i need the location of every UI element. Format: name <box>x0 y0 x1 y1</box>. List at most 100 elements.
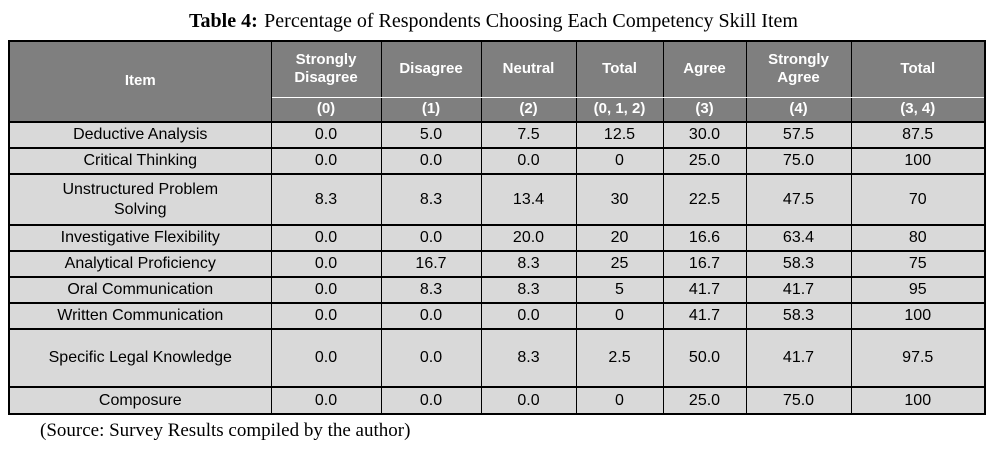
value-cell: 0 <box>575 147 664 175</box>
col-header-disagree: Disagree <box>380 40 482 98</box>
value-cell: 0 <box>575 302 664 330</box>
value-cell: 100 <box>850 386 986 415</box>
competency-table: Item Strongly Disagree Disagree Neutral … <box>8 40 986 415</box>
item-cell: Oral Communication <box>8 276 272 304</box>
item-cell: Specific Legal Knowledge <box>8 328 272 388</box>
value-cell: 0.0 <box>380 147 482 175</box>
value-cell: 70 <box>850 173 986 226</box>
value-cell: 63.4 <box>745 224 852 252</box>
value-cell: 41.7 <box>745 328 852 388</box>
value-cell: 2.5 <box>575 328 664 388</box>
table-caption-text: Percentage of Respondents Choosing Each … <box>264 10 798 32</box>
col-subheader-disagree: (1) <box>380 96 482 123</box>
value-cell: 87.5 <box>850 121 986 149</box>
value-cell: 0.0 <box>380 386 482 415</box>
table-row: Written Communication 0.0 0.0 0.0 0 41.7… <box>8 302 986 330</box>
value-cell: 0.0 <box>270 302 382 330</box>
col-subheader-total-high: (3, 4) <box>850 96 986 123</box>
value-cell: 0.0 <box>380 224 482 252</box>
value-cell: 41.7 <box>662 276 747 304</box>
item-cell: Investigative Flexibility <box>8 224 272 252</box>
value-cell: 5.0 <box>380 121 482 149</box>
value-cell: 75 <box>850 250 986 278</box>
value-cell: 20.0 <box>480 224 577 252</box>
value-cell: 5 <box>575 276 664 304</box>
value-cell: 0.0 <box>270 224 382 252</box>
value-cell: 57.5 <box>745 121 852 149</box>
value-cell: 22.5 <box>662 173 747 226</box>
value-cell: 75.0 <box>745 147 852 175</box>
value-cell: 16.7 <box>662 250 747 278</box>
value-cell: 97.5 <box>850 328 986 388</box>
value-cell: 0.0 <box>270 386 382 415</box>
col-header-strongly-agree: Strongly Agree <box>745 40 852 98</box>
value-cell: 0.0 <box>270 147 382 175</box>
col-subheader-agree: (3) <box>662 96 747 123</box>
value-cell: 58.3 <box>745 302 852 330</box>
value-cell: 58.3 <box>745 250 852 278</box>
col-header-neutral: Neutral <box>480 40 577 98</box>
table-body: Deductive Analysis 0.0 5.0 7.5 12.5 30.0… <box>8 121 986 415</box>
item-cell: Analytical Proficiency <box>8 250 272 278</box>
value-cell: 30 <box>575 173 664 226</box>
value-cell: 0.0 <box>380 302 482 330</box>
col-subheader-total-low: (0, 1, 2) <box>575 96 664 123</box>
value-cell: 0.0 <box>270 250 382 278</box>
value-cell: 80 <box>850 224 986 252</box>
col-subheader-strongly-agree: (4) <box>745 96 852 123</box>
source-note: (Source: Survey Results compiled by the … <box>40 420 411 441</box>
col-header-agree: Agree <box>662 40 747 98</box>
item-cell: Unstructured Problem Solving <box>8 173 272 226</box>
value-cell: 100 <box>850 147 986 175</box>
table-row: Investigative Flexibility 0.0 0.0 20.0 2… <box>8 224 986 252</box>
value-cell: 7.5 <box>480 121 577 149</box>
value-cell: 16.6 <box>662 224 747 252</box>
table-row: Analytical Proficiency 0.0 16.7 8.3 25 1… <box>8 250 986 278</box>
col-subheader-strongly-disagree: (0) <box>270 96 382 123</box>
value-cell: 47.5 <box>745 173 852 226</box>
value-cell: 0.0 <box>270 276 382 304</box>
value-cell: 0.0 <box>380 328 482 388</box>
value-cell: 12.5 <box>575 121 664 149</box>
item-cell: Critical Thinking <box>8 147 272 175</box>
value-cell: 41.7 <box>745 276 852 304</box>
value-cell: 50.0 <box>662 328 747 388</box>
value-cell: 0.0 <box>480 302 577 330</box>
table-row: Critical Thinking 0.0 0.0 0.0 0 25.0 75.… <box>8 147 986 175</box>
value-cell: 30.0 <box>662 121 747 149</box>
value-cell: 0.0 <box>480 147 577 175</box>
table-row: Deductive Analysis 0.0 5.0 7.5 12.5 30.0… <box>8 121 986 149</box>
value-cell: 8.3 <box>380 173 482 226</box>
value-cell: 0.0 <box>480 386 577 415</box>
col-header-total-high: Total <box>850 40 986 98</box>
col-header-strongly-disagree: Strongly Disagree <box>270 40 382 98</box>
value-cell: 20 <box>575 224 664 252</box>
value-cell: 8.3 <box>270 173 382 226</box>
value-cell: 8.3 <box>480 328 577 388</box>
col-header-total-low: Total <box>575 40 664 98</box>
table-row: Unstructured Problem Solving 8.3 8.3 13.… <box>8 173 986 226</box>
item-cell: Deductive Analysis <box>8 121 272 149</box>
value-cell: 16.7 <box>380 250 482 278</box>
value-cell: 8.3 <box>480 276 577 304</box>
table-row: Specific Legal Knowledge 0.0 0.0 8.3 2.5… <box>8 328 986 388</box>
value-cell: 8.3 <box>480 250 577 278</box>
col-subheader-neutral: (2) <box>480 96 577 123</box>
table-header: Item Strongly Disagree Disagree Neutral … <box>8 40 986 123</box>
value-cell: 0.0 <box>270 328 382 388</box>
value-cell: 25 <box>575 250 664 278</box>
table-caption-label: Table 4: <box>189 10 258 32</box>
table-row: Composure 0.0 0.0 0.0 0 25.0 75.0 100 <box>8 386 986 415</box>
value-cell: 0.0 <box>270 121 382 149</box>
value-cell: 8.3 <box>380 276 482 304</box>
col-header-item: Item <box>8 40 272 123</box>
value-cell: 100 <box>850 302 986 330</box>
table-caption: Table 4: Percentage of Respondents Choosi… <box>0 0 987 34</box>
item-cell: Written Communication <box>8 302 272 330</box>
item-cell: Composure <box>8 386 272 415</box>
value-cell: 25.0 <box>662 147 747 175</box>
value-cell: 75.0 <box>745 386 852 415</box>
table-row: Oral Communication 0.0 8.3 8.3 5 41.7 41… <box>8 276 986 304</box>
value-cell: 41.7 <box>662 302 747 330</box>
